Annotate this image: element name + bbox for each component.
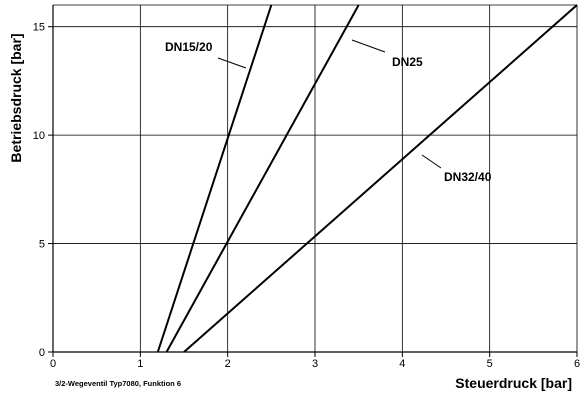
series-lines	[156, 4, 578, 353]
y-axis-title: Betriebsdruck [bar]	[8, 33, 24, 162]
y-tick-label-0: 0	[39, 347, 45, 359]
series-line-dn15-20	[156, 4, 273, 353]
leader-line-dn15-20	[217, 57, 247, 69]
series-line-dn32-40	[183, 4, 578, 353]
series-label-dn25: DN25	[392, 55, 423, 69]
x-tick-label-6: 6	[574, 358, 580, 370]
x-tick-label-5: 5	[487, 358, 493, 370]
x-tick-label-1: 1	[137, 358, 143, 370]
chart-caption: 3/2-Wegeventil Typ7080, Funktion 6	[55, 379, 181, 388]
x-axis-title: Steuerdruck [bar]	[455, 375, 572, 391]
series-labels: DN15/20 DN25 DN32/40	[165, 39, 492, 184]
x-tick-label-4: 4	[399, 358, 405, 370]
series-line-dn25	[165, 4, 360, 353]
leader-line-dn32-40	[421, 154, 442, 169]
leader-line-dn25	[351, 39, 386, 53]
axes: 0 1 2 3 4 5 6 0 5 10 15	[33, 5, 580, 370]
y-tick-label-15: 15	[33, 22, 45, 34]
x-tick-label-0: 0	[50, 358, 56, 370]
y-tick-label-10: 10	[33, 130, 45, 142]
x-tick-label-2: 2	[225, 358, 231, 370]
series-label-dn32-40: DN32/40	[444, 170, 492, 184]
x-tick-label-3: 3	[312, 358, 318, 370]
series-label-dn15-20: DN15/20	[165, 40, 213, 54]
y-tick-label-5: 5	[39, 239, 45, 251]
